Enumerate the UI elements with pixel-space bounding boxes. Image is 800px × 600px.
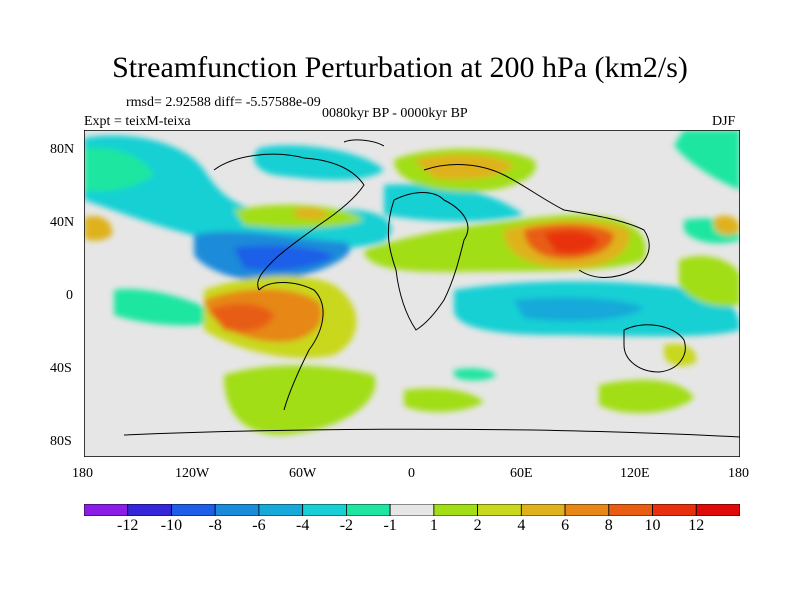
colorbar-swatch: [477, 503, 522, 517]
contour-atlantic-core: [294, 207, 329, 220]
colorbar-swatch: [608, 503, 653, 517]
contour-europe-core: [414, 154, 514, 180]
coast-south-america: [258, 282, 324, 411]
colorbar-label: -2: [339, 517, 354, 534]
lat-label-40s: 40S: [50, 361, 72, 376]
colorbar-label: -4: [295, 517, 310, 534]
lon-label-60e: 60E: [510, 466, 533, 481]
season-label: DJF: [712, 114, 736, 129]
chart-title: Streamfunction Perturbation at 200 hPa (…: [112, 51, 688, 84]
colorbar-swatch: [171, 503, 216, 517]
period-label: 0080kyr BP - 0000kyr BP: [322, 106, 468, 121]
colorbar-label: -1: [383, 517, 397, 534]
colorbar-label: 8: [604, 517, 613, 534]
colorbar-label: -6: [252, 517, 266, 534]
contour-south-ocean: [404, 388, 484, 412]
colorbar-swatch: [695, 503, 741, 517]
lon-label-120w: 120W: [175, 466, 210, 481]
map-panel: [83, 129, 741, 458]
contour-south-atlantic: [224, 365, 376, 435]
colorbar-swatch: [345, 503, 391, 517]
coast-africa: [387, 192, 469, 331]
coast-greenland: [343, 139, 385, 147]
colorbar-swatch: [127, 503, 172, 517]
contour-asia-core: [544, 230, 599, 254]
lon-label-120e: 120E: [620, 466, 650, 481]
colorbar-label: 6: [561, 517, 570, 534]
coast-north-america: [213, 153, 365, 291]
contour-fill-layer: [84, 130, 740, 435]
colorbar-label: -10: [160, 517, 183, 534]
coast-australia: [623, 324, 686, 373]
contour-ne-corner: [674, 130, 740, 190]
lat-label-80s: 80S: [50, 434, 72, 449]
experiment-label: Expt = teixM-teixa: [84, 114, 191, 129]
contour-west-pacific-south: [679, 255, 740, 307]
contour-map: [83, 129, 741, 458]
coast-antarctica: [123, 428, 741, 438]
colorbar-swatch: [433, 503, 478, 517]
colorbar-swatch: [302, 503, 347, 517]
colorbar-label: -12: [117, 517, 139, 534]
lon-label-180e: 180: [728, 466, 749, 481]
contour-atlantic-band: [384, 184, 524, 222]
colorbar-label: 1: [429, 517, 438, 534]
colorbar: [83, 503, 741, 517]
colorbar-swatch: [258, 503, 304, 517]
colorbar-label: 2: [473, 517, 482, 534]
colorbar-label: -8: [208, 517, 222, 534]
colorbar-swatch: [83, 503, 129, 517]
coast-eurasia: [423, 164, 650, 278]
colorbar-swatch: [564, 503, 610, 517]
contour-south-america-core: [209, 303, 274, 332]
contour-australia-south: [599, 379, 694, 414]
lat-label-80n: 80N: [50, 142, 75, 157]
stats-text: rmsd= 2.92588 diff= -5.57588e-09: [126, 95, 321, 110]
colorbar-swatch: [520, 503, 566, 517]
lon-label-180w: 180: [72, 466, 93, 481]
lat-label-40n: 40N: [50, 215, 75, 230]
lat-label-0: 0: [66, 288, 73, 303]
colorbar-swatches: [83, 503, 741, 517]
colorbar-swatch: [389, 503, 435, 517]
contour-indian-core: [514, 297, 644, 322]
contour-pacific-edge: [84, 147, 154, 192]
contour-east-pacific-core: [234, 245, 334, 271]
contour-east-edge: [714, 215, 740, 236]
colorbar-swatch: [214, 503, 260, 517]
contour-north-america: [254, 145, 384, 180]
coastlines: [123, 139, 741, 438]
contour-west-edge: [84, 215, 113, 241]
lon-label-0: 0: [408, 466, 415, 481]
colorbar-label: 12: [688, 517, 705, 534]
colorbar-label: 4: [517, 517, 526, 534]
contour-south-pacific: [114, 289, 224, 326]
colorbar-label: 10: [644, 517, 661, 534]
colorbar-swatch: [652, 503, 697, 517]
contour-south-atlantic-patch: [454, 368, 496, 381]
contour-australia: [664, 343, 697, 366]
lon-label-60w: 60W: [289, 466, 317, 481]
